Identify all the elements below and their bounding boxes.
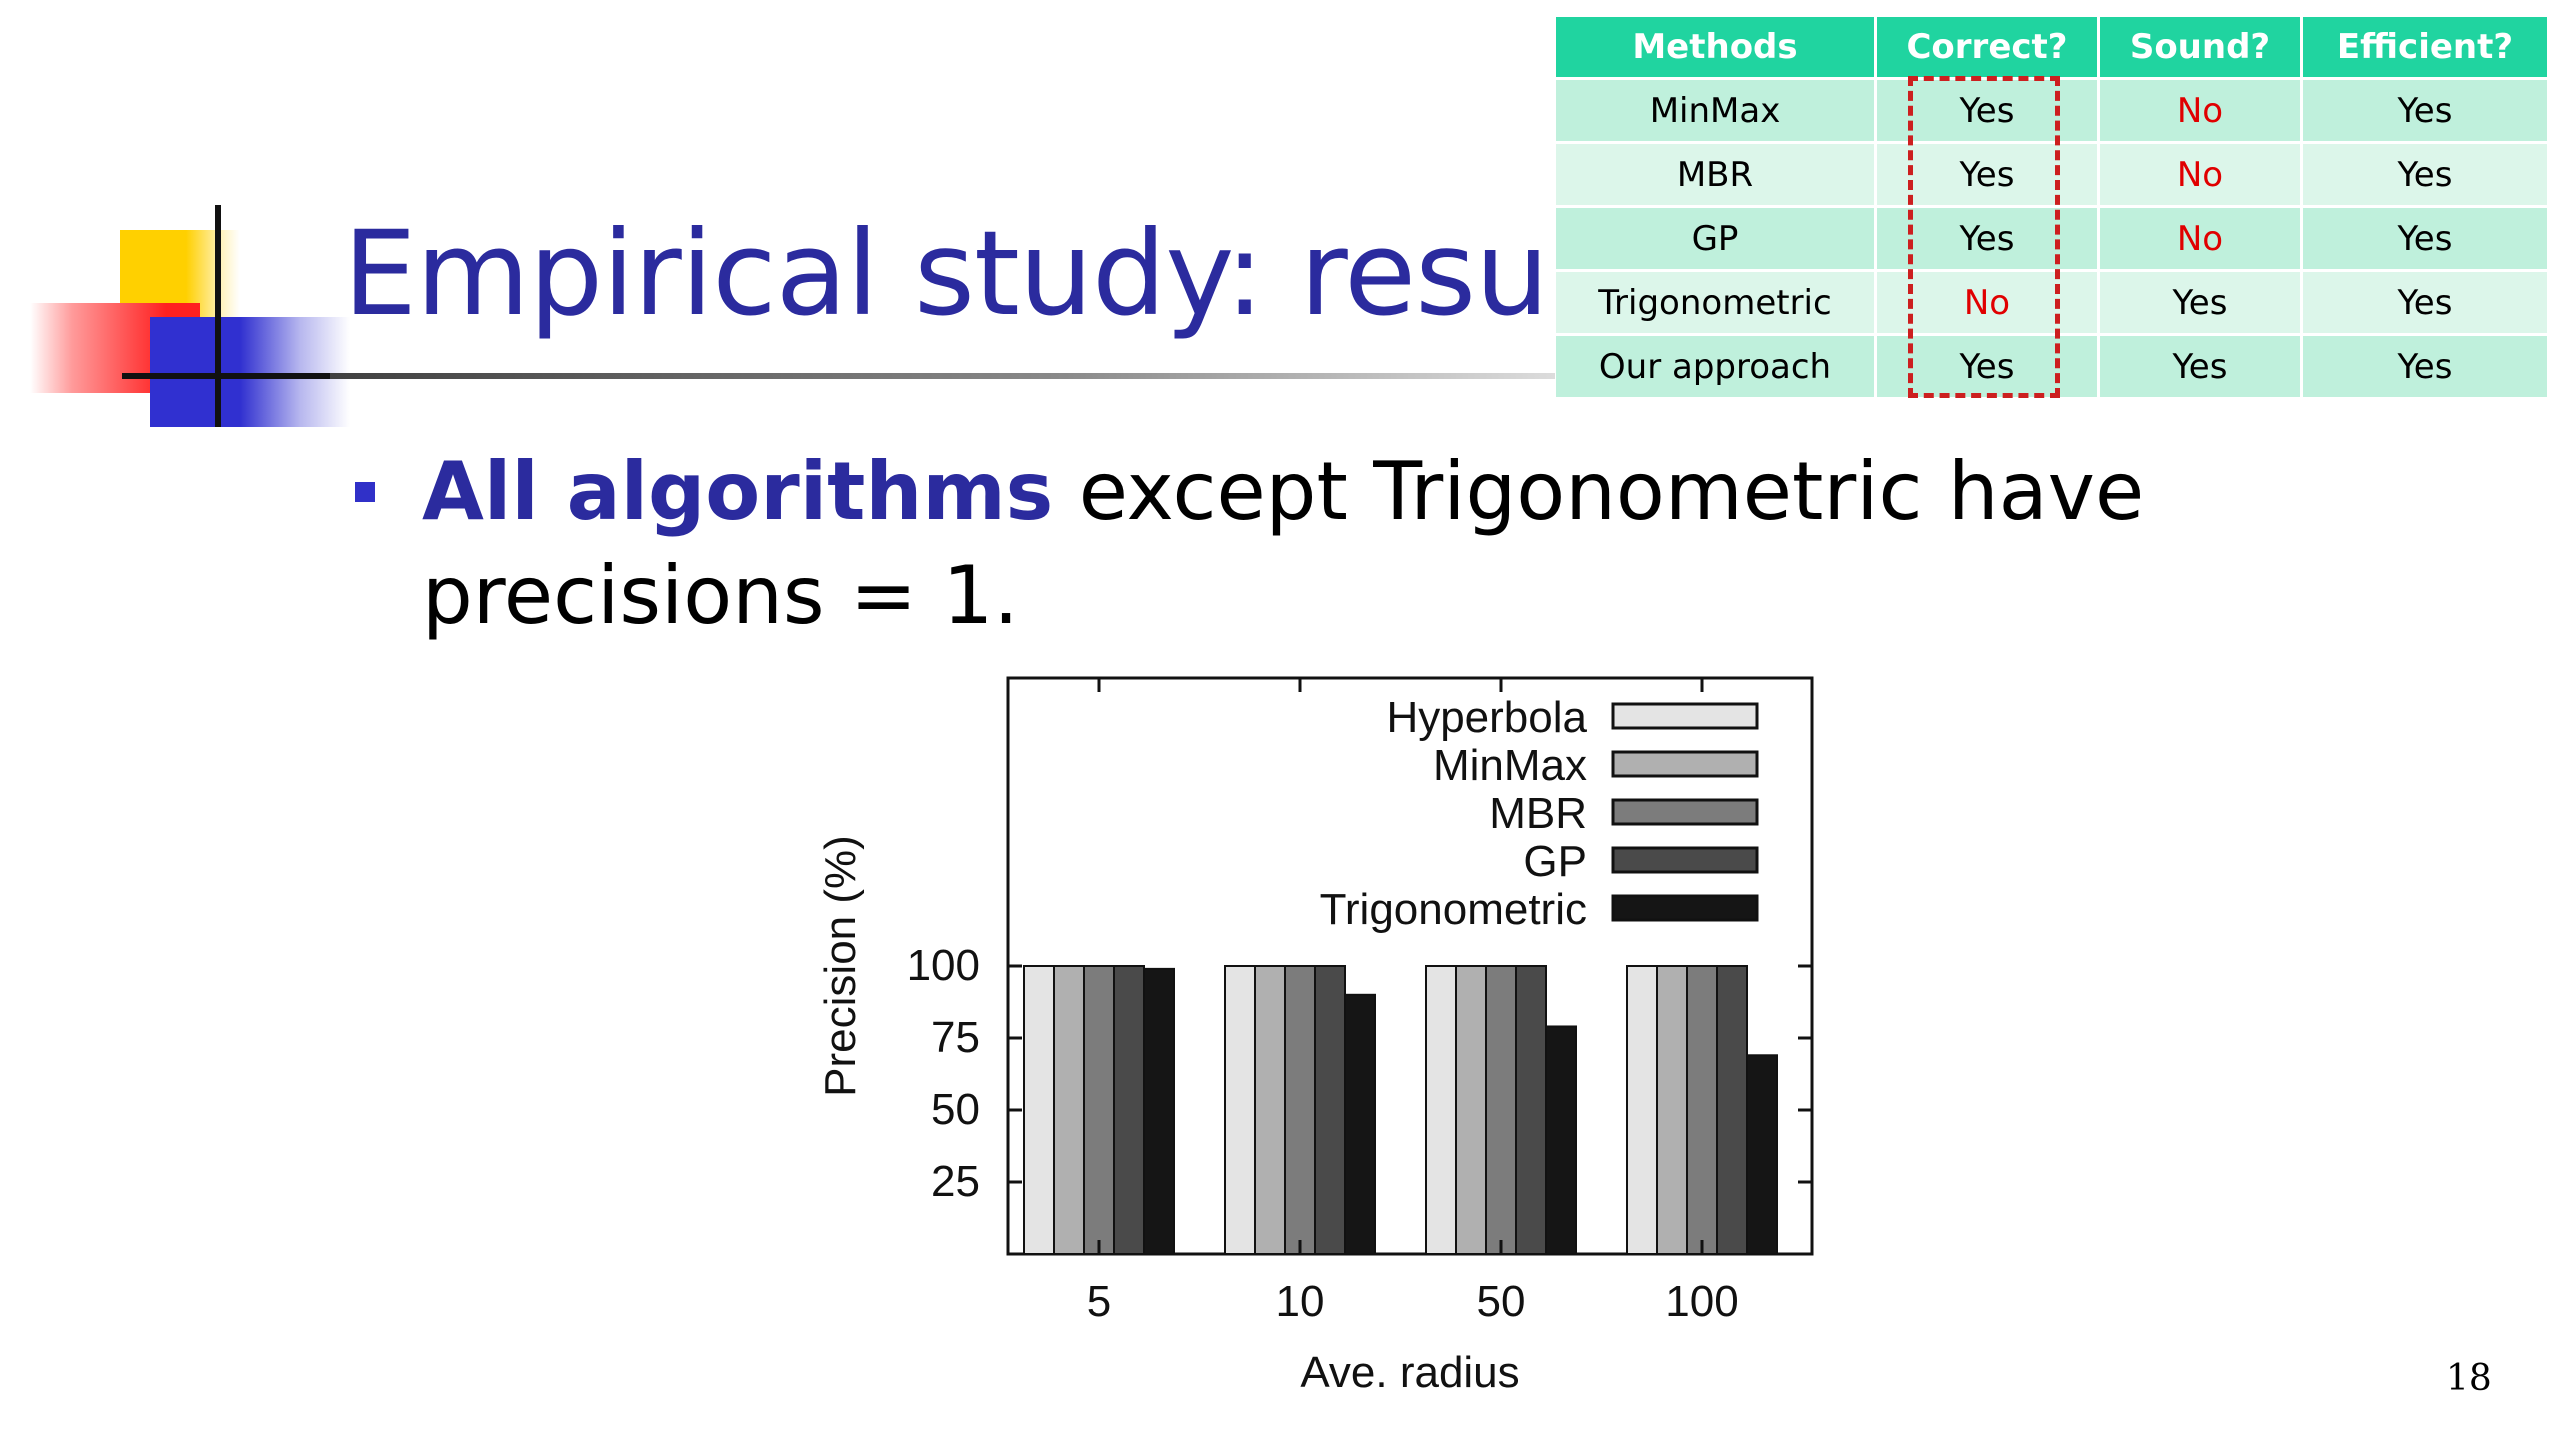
x-tick-label: 100 <box>1665 1277 1738 1326</box>
correct-column-highlight <box>1908 76 2060 398</box>
bar <box>1746 1054 1778 1256</box>
bar <box>1053 965 1085 1255</box>
y-tick-label: 50 <box>931 1085 980 1134</box>
bar <box>1485 965 1517 1255</box>
table-header-cell: Sound? <box>2098 17 2303 79</box>
x-axis-label: Ave. radius <box>1300 1348 1519 1397</box>
bullet-body: except Trigonometric have precisions = 1… <box>422 445 2145 642</box>
table-header-cell: Methods <box>1556 17 1877 79</box>
table-cell: Yes <box>2301 333 2550 397</box>
bar <box>1515 965 1547 1255</box>
bullet-text: All algorithms except Trigonometric have… <box>422 440 2502 648</box>
table-cell: No <box>2098 205 2303 271</box>
bullet-marker <box>355 482 375 502</box>
bar <box>1626 965 1658 1255</box>
x-tick-label: 10 <box>1276 1277 1325 1326</box>
page-number: 18 <box>2446 1358 2492 1399</box>
legend-label: GP <box>1523 837 1587 886</box>
bar <box>1083 965 1115 1255</box>
table-header-row: Methods Correct? Sound? Efficient? <box>1556 17 2550 79</box>
method-name-cell: MinMax <box>1556 77 1877 143</box>
bar <box>1224 965 1256 1255</box>
table-row: Trigonometric No Yes Yes <box>1556 269 2550 335</box>
bar <box>1284 965 1316 1255</box>
legend-swatch <box>1611 798 1759 826</box>
y-axis-label: Precision (%) <box>816 835 865 1097</box>
legend-swatch <box>1611 894 1759 922</box>
bar <box>1023 965 1055 1255</box>
bar <box>1455 965 1487 1255</box>
slide-logo <box>30 205 362 435</box>
bar <box>1716 965 1748 1255</box>
table-cell: Yes <box>2301 205 2550 271</box>
y-tick-label: 75 <box>931 1013 980 1062</box>
y-tick-label: 100 <box>907 941 980 990</box>
logo-horizontal-line <box>122 373 362 379</box>
title-underline <box>330 373 1555 379</box>
y-tick-label: 25 <box>931 1157 980 1206</box>
bullet-emphasis: All algorithms <box>422 445 1054 538</box>
bar <box>1113 965 1145 1255</box>
table-cell: Yes <box>2301 141 2550 207</box>
bar <box>1143 967 1175 1255</box>
bar <box>1314 965 1346 1255</box>
legend-label: MBR <box>1489 789 1587 838</box>
bar <box>1344 993 1376 1255</box>
x-tick-label: 50 <box>1477 1277 1526 1326</box>
table-cell: Yes <box>2301 77 2550 143</box>
bar <box>1425 965 1457 1255</box>
bar <box>1545 1025 1577 1255</box>
table-header-cell: Correct? <box>1875 17 2100 79</box>
method-name-cell: Trigonometric <box>1556 269 1877 335</box>
table-cell: No <box>2098 77 2303 143</box>
legend-swatch <box>1611 750 1759 778</box>
slide-title: Empirical study: results <box>343 205 1686 342</box>
method-name-cell: Our approach <box>1556 333 1877 397</box>
table-cell: Yes <box>2098 333 2303 397</box>
x-tick-label: 5 <box>1087 1277 1111 1326</box>
legend-label: MinMax <box>1433 741 1587 790</box>
legend-swatch <box>1611 702 1759 730</box>
table-cell: No <box>2098 141 2303 207</box>
legend-label: Hyperbola <box>1386 693 1587 742</box>
logo-blue-square <box>150 317 350 427</box>
table-cell: Yes <box>2301 269 2550 335</box>
legend-label: Trigonometric <box>1320 885 1587 934</box>
logo-vertical-line <box>215 205 221 427</box>
legend-swatch <box>1611 846 1759 874</box>
table-header-cell: Efficient? <box>2301 17 2550 79</box>
table-cell: Yes <box>2098 269 2303 335</box>
method-name-cell: GP <box>1556 205 1877 271</box>
bar <box>1254 965 1286 1255</box>
bar <box>1656 965 1688 1255</box>
method-name-cell: MBR <box>1556 141 1877 207</box>
bar <box>1686 965 1718 1255</box>
